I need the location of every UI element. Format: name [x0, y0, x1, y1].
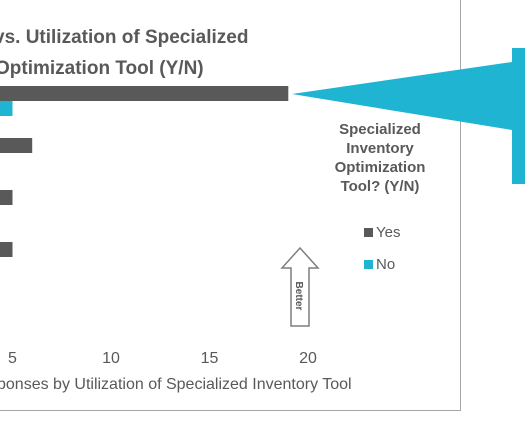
- better-arrow: Better: [280, 246, 320, 327]
- better-arrow-label: Better: [293, 282, 304, 311]
- x-tick-label: 15: [201, 350, 219, 367]
- legend-swatch-yes: [364, 228, 373, 237]
- legend-label-no: No: [376, 256, 396, 273]
- x-tick-label: 20: [299, 350, 317, 367]
- legend-swatch-no: [364, 260, 373, 269]
- legend-label-yes: Yes: [376, 224, 401, 241]
- legend-title-line-4: Tool? (Y/N): [340, 178, 420, 195]
- bar-no-1: [0, 101, 13, 116]
- bars-group: [0, 86, 289, 257]
- bar-yes-2: [0, 138, 33, 153]
- x-tick-label: 5: [8, 350, 17, 367]
- legend-title-line-1: Specialized: [339, 121, 421, 138]
- chart-title-line-2: Optimization Tool (Y/N): [0, 58, 204, 79]
- x-tick-label: 10: [102, 350, 120, 367]
- chart-frame: [0, 0, 461, 411]
- legend-item-yes: Yes: [364, 224, 400, 241]
- better-arrow-shape: [280, 246, 320, 327]
- bar-yes-4: [0, 242, 13, 257]
- legend-title: Specialized Inventory Optimization Tool?…: [318, 120, 442, 196]
- x-axis-label: ponses by Utilization of Specialized Inv…: [0, 376, 352, 393]
- bar-yes-1: [0, 86, 289, 101]
- chart-title-line-1: vs. Utilization of Specialized: [0, 27, 249, 48]
- legend-title-line-3: Optimization: [334, 159, 426, 176]
- callout-box: [512, 48, 525, 184]
- x-axis-ticks: 5 10 15 20: [8, 350, 317, 367]
- callout-pointer: [292, 62, 512, 130]
- legend-item-no: No: [364, 256, 395, 273]
- legend-title-line-2: Inventory: [346, 140, 414, 157]
- bar-yes-3: [0, 190, 13, 205]
